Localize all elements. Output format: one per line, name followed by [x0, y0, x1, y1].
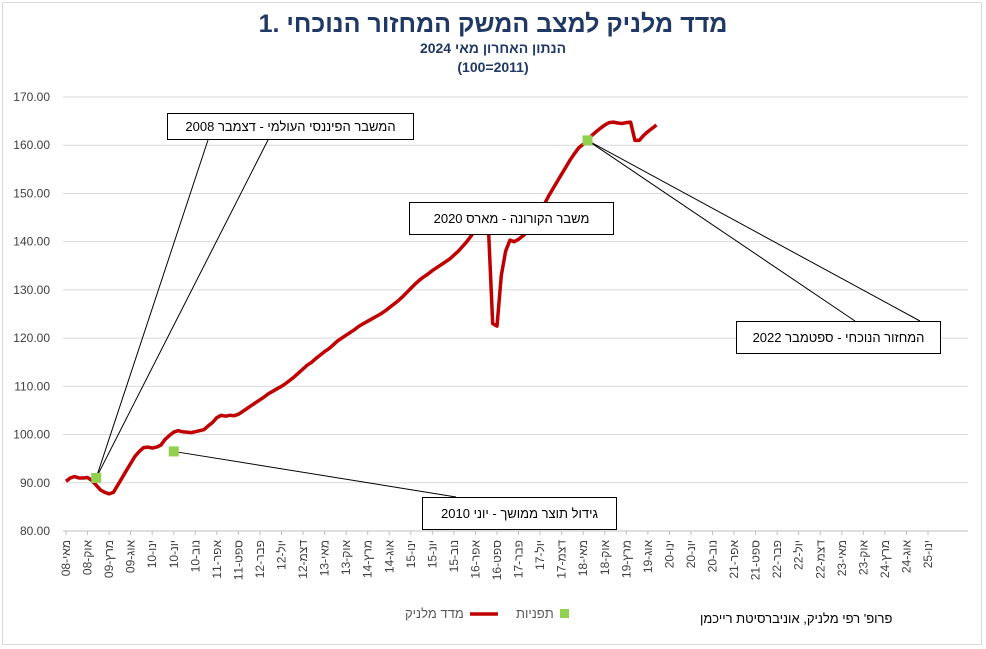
x-tick-label: נוב-20 — [706, 540, 720, 572]
gridlines — [63, 96, 968, 532]
y-tick-label: 80.00 — [20, 524, 50, 538]
x-tick-label: אפר-21 — [727, 540, 741, 579]
x-tick-label: אוג-24 — [899, 540, 913, 574]
x-tick-label: מרץ-24 — [878, 540, 892, 578]
x-tick-label: פבר-12 — [253, 540, 267, 578]
chart-subtitle: הנתון האחרון מאי 2024 — [419, 40, 567, 56]
x-tick-label: מאי-23 — [835, 540, 849, 576]
y-tick-label: 150.00 — [13, 186, 50, 200]
x-tick-label: יונ-20 — [684, 540, 698, 568]
annotation-leader-line — [95, 139, 269, 479]
x-tick-label: פבר-22 — [770, 540, 784, 578]
x-tick-label: יונ-15 — [425, 540, 439, 568]
annotation-leader-line — [173, 450, 457, 498]
x-tick-label: אוג-19 — [641, 540, 655, 574]
x-tick-label: פבר-17 — [512, 540, 526, 578]
x-tick-label: אוק-08 — [81, 540, 95, 576]
x-tick-label: אוק-18 — [598, 540, 612, 576]
x-tick-label: יונ-10 — [167, 540, 181, 568]
series-line-melnick-index — [64, 120, 658, 496]
annotation-financial-crisis: המשבר הפיננסי העולמי - דצמבר 2008 — [167, 113, 414, 140]
x-tick-label: אוק-13 — [339, 540, 353, 576]
y-tick-label: 100.00 — [13, 428, 50, 442]
x-tick-label: דצמ-22 — [813, 540, 827, 579]
x-tick-label: נוב-10 — [188, 540, 202, 572]
x-axis-ticks: מאי-08 אוק-08 מרץ-09 אוג-09 ינו-10 יונ-10 נוב-… — [59, 531, 935, 580]
legend-line-swatch — [469, 611, 498, 616]
x-tick-label: ינו-25 — [921, 540, 935, 568]
y-tick-label: 130.00 — [13, 283, 50, 297]
x-tick-label: יול-17 — [533, 540, 547, 570]
y-tick-label: 120.00 — [13, 331, 50, 345]
x-tick-label: ינו-20 — [662, 540, 676, 568]
annotation-leader-lines — [95, 139, 921, 498]
x-tick-label: ינו-15 — [404, 540, 418, 568]
x-tick-label: מאי-13 — [318, 540, 332, 576]
x-tick-label: מאי-18 — [576, 540, 590, 576]
legend-series: מדד מלניק — [405, 606, 498, 621]
turning-point-marker — [91, 472, 102, 483]
x-tick-label: מרץ-09 — [102, 540, 116, 578]
chart-subtitle-base: (100=2011) — [457, 59, 529, 75]
x-tick-label: אוג-09 — [124, 540, 138, 574]
x-tick-label: אוק-23 — [856, 540, 870, 576]
annotation-current-cycle: המחזור הנוכחי - ספטמבר 2022 — [736, 321, 941, 354]
y-tick-label: 140.00 — [13, 235, 50, 249]
x-tick-label: מאי-08 — [59, 540, 73, 576]
annotation-growth-2010: גידול תוצר ממושך - יוני 2010 — [422, 497, 617, 530]
legend-series-label: מדד מלניק — [405, 606, 464, 621]
x-tick-label: ספט-16 — [490, 540, 504, 580]
x-tick-label: נוב-15 — [447, 540, 461, 572]
chart-title: 1. מדד מלניק למצב המשק המחזור הנוכחי — [258, 10, 728, 38]
annotation-leader-line — [587, 139, 856, 322]
turning-point-marker — [168, 446, 179, 457]
x-tick-label: ינו-10 — [145, 540, 159, 568]
annotation-leader-line — [587, 139, 921, 322]
legend-marker-swatch — [559, 609, 569, 618]
x-tick-label: ספט-11 — [231, 540, 245, 580]
x-tick-label: יול-22 — [792, 540, 806, 570]
x-tick-label: יול-12 — [275, 540, 289, 570]
y-tick-label: 170.00 — [13, 90, 50, 104]
x-tick-label: ספט-21 — [749, 540, 763, 580]
y-tick-label: 110.00 — [14, 379, 50, 393]
x-tick-label: מרץ-14 — [361, 540, 375, 578]
annotation-leader-line — [95, 139, 209, 479]
x-tick-label: דצמ-12 — [296, 540, 310, 579]
x-tick-label: אפר-11 — [210, 540, 224, 579]
annotation-corona-crisis: משבר הקורונה - מארס 2020 — [409, 202, 614, 235]
y-tick-label: 90.00 — [20, 476, 50, 490]
x-tick-label: אוג-14 — [382, 540, 396, 574]
x-tick-label: מרץ-19 — [619, 540, 633, 578]
x-tick-label: אפר-16 — [468, 540, 482, 579]
author-credit: פרופ' רפי מלניק, אוניברסיטת רייכמן — [700, 611, 893, 626]
turning-point-markers — [91, 135, 593, 483]
y-tick-label: 160.00 — [13, 138, 50, 152]
x-tick-label: דצמ-17 — [555, 540, 569, 579]
turning-point-marker — [582, 135, 593, 146]
y-axis-ticks: 80.00 90.00 100.00 110.00 120.00 130.00 140.00… — [13, 90, 50, 538]
legend-turning-points: תפניות — [516, 606, 569, 621]
legend-turning-points-label: תפניות — [516, 606, 554, 621]
